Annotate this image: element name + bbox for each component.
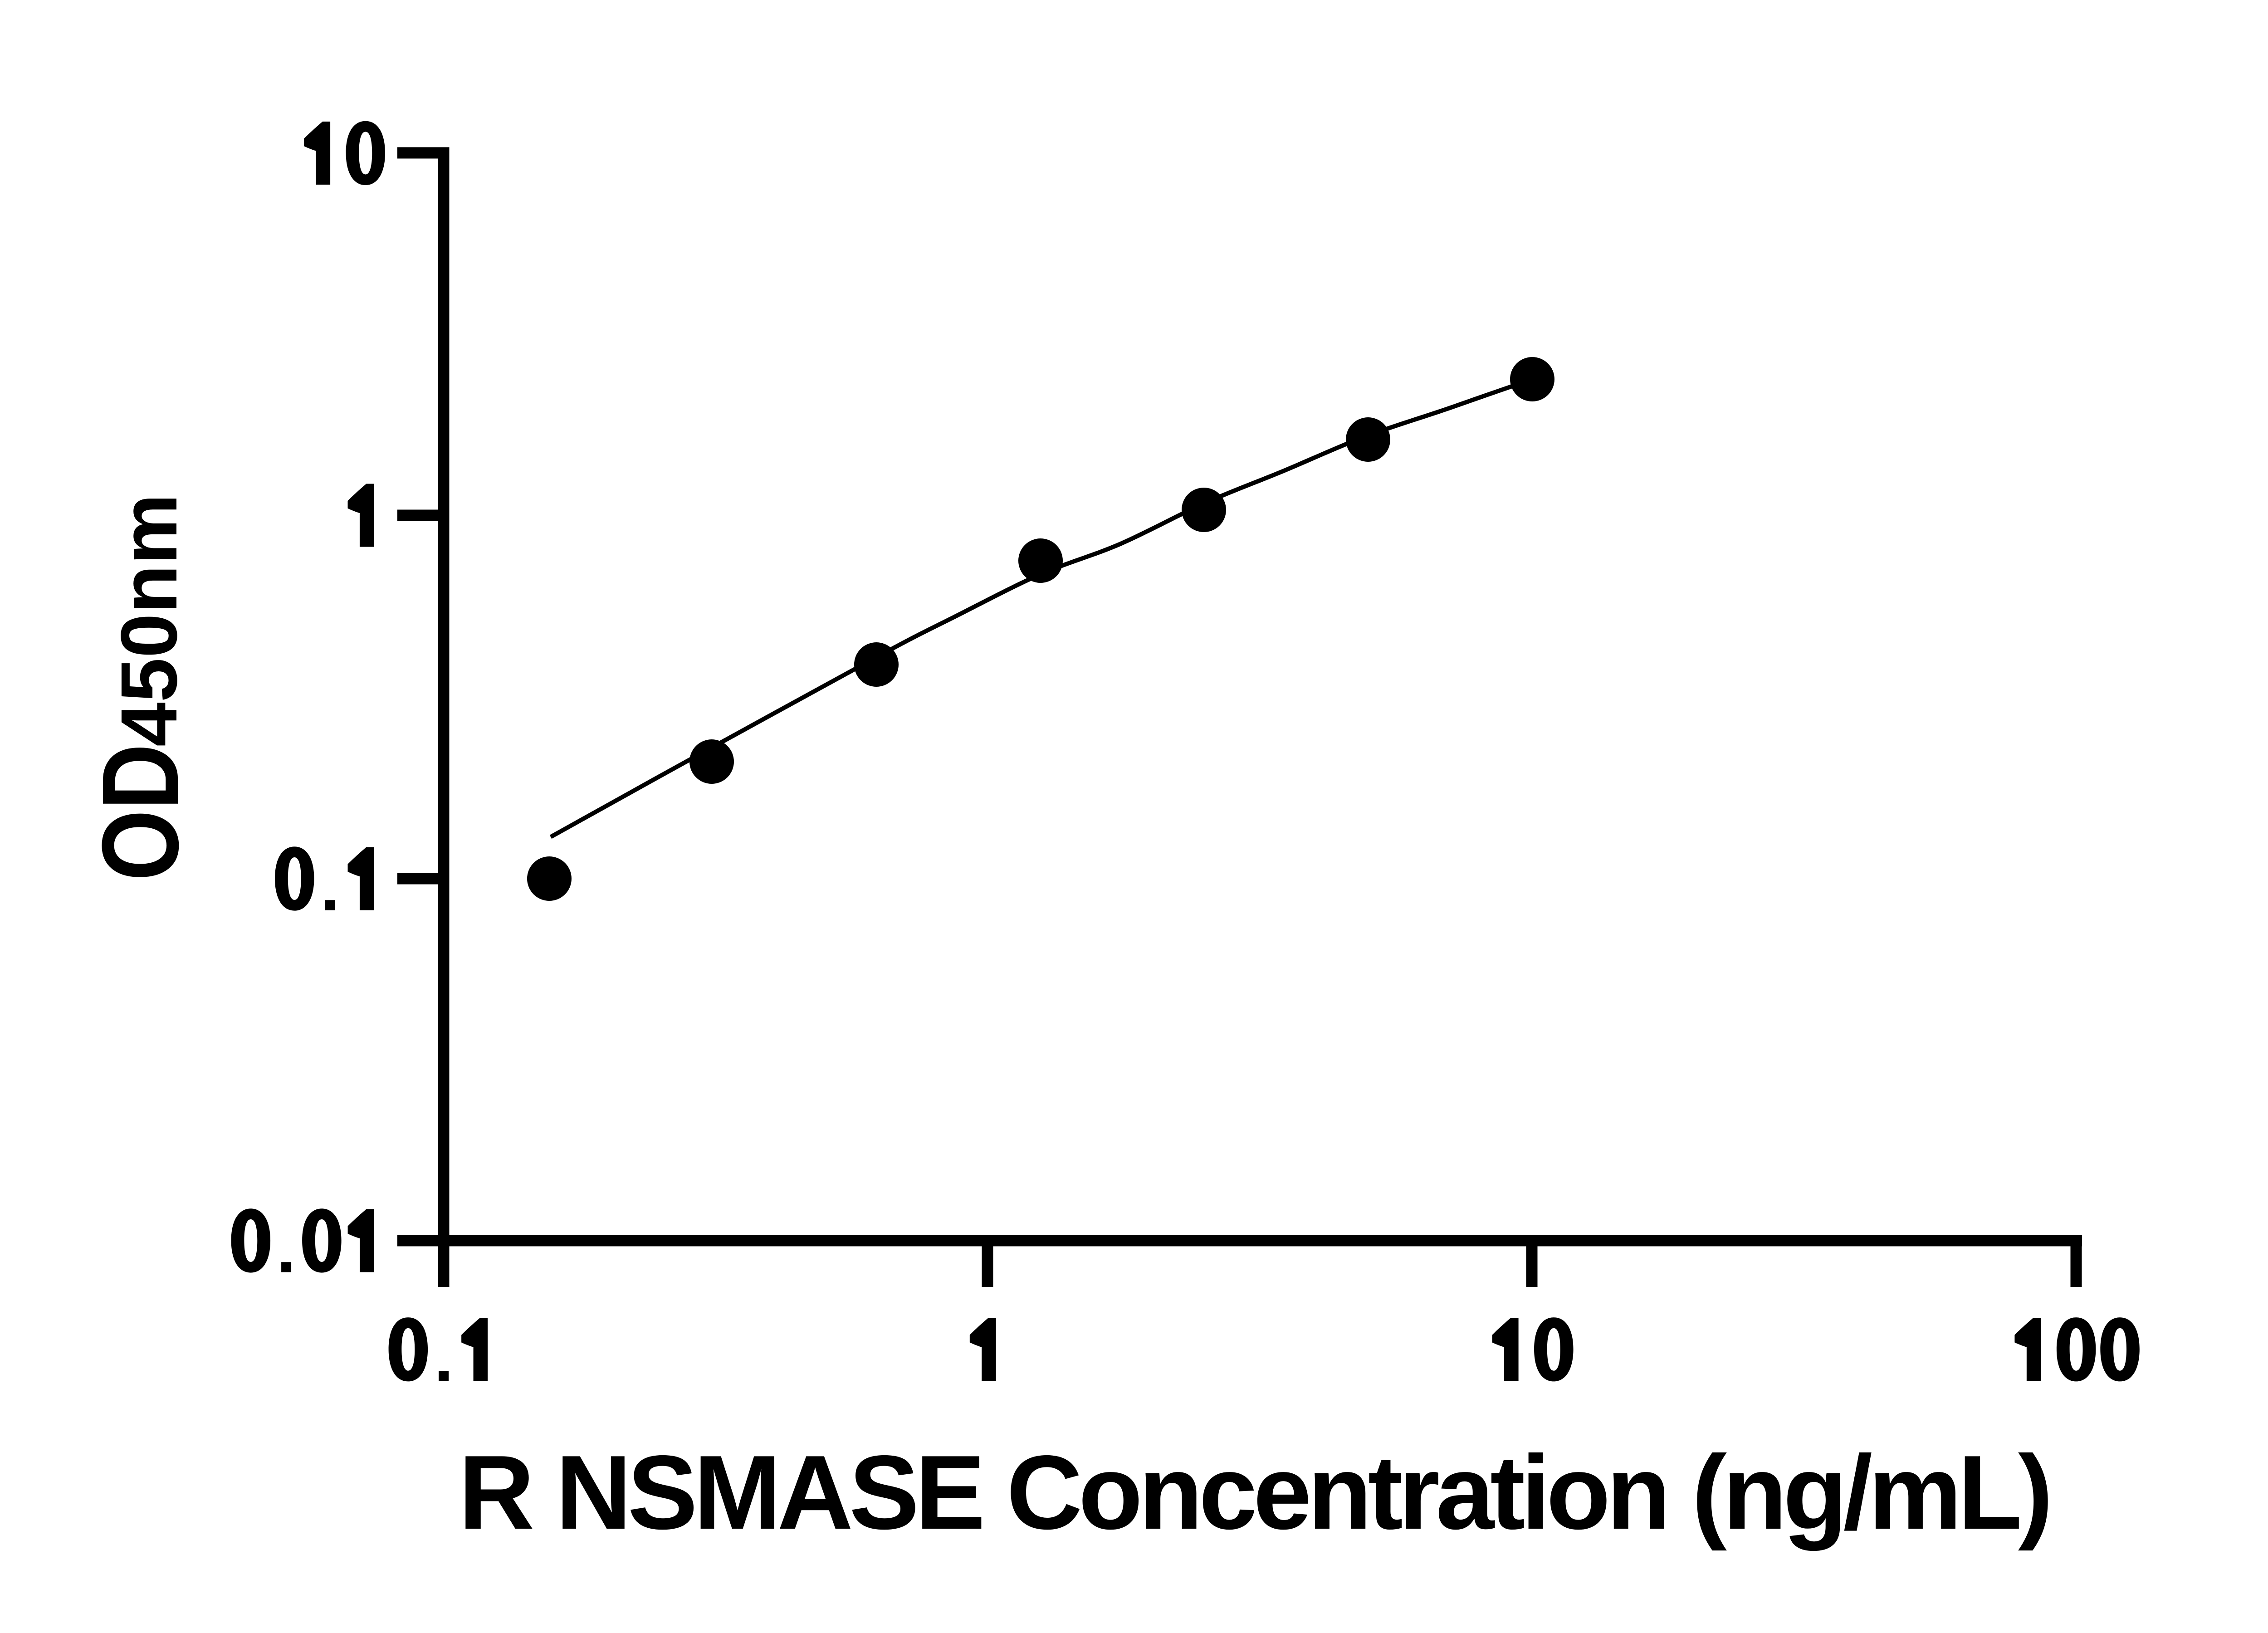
svg-text:450nm: 450nm: [105, 494, 194, 747]
svg-text:R NSMASE Concentration (ng/mL): R NSMASE Concentration (ng/mL): [459, 1434, 2049, 1551]
svg-text:OD: OD: [79, 744, 201, 881]
